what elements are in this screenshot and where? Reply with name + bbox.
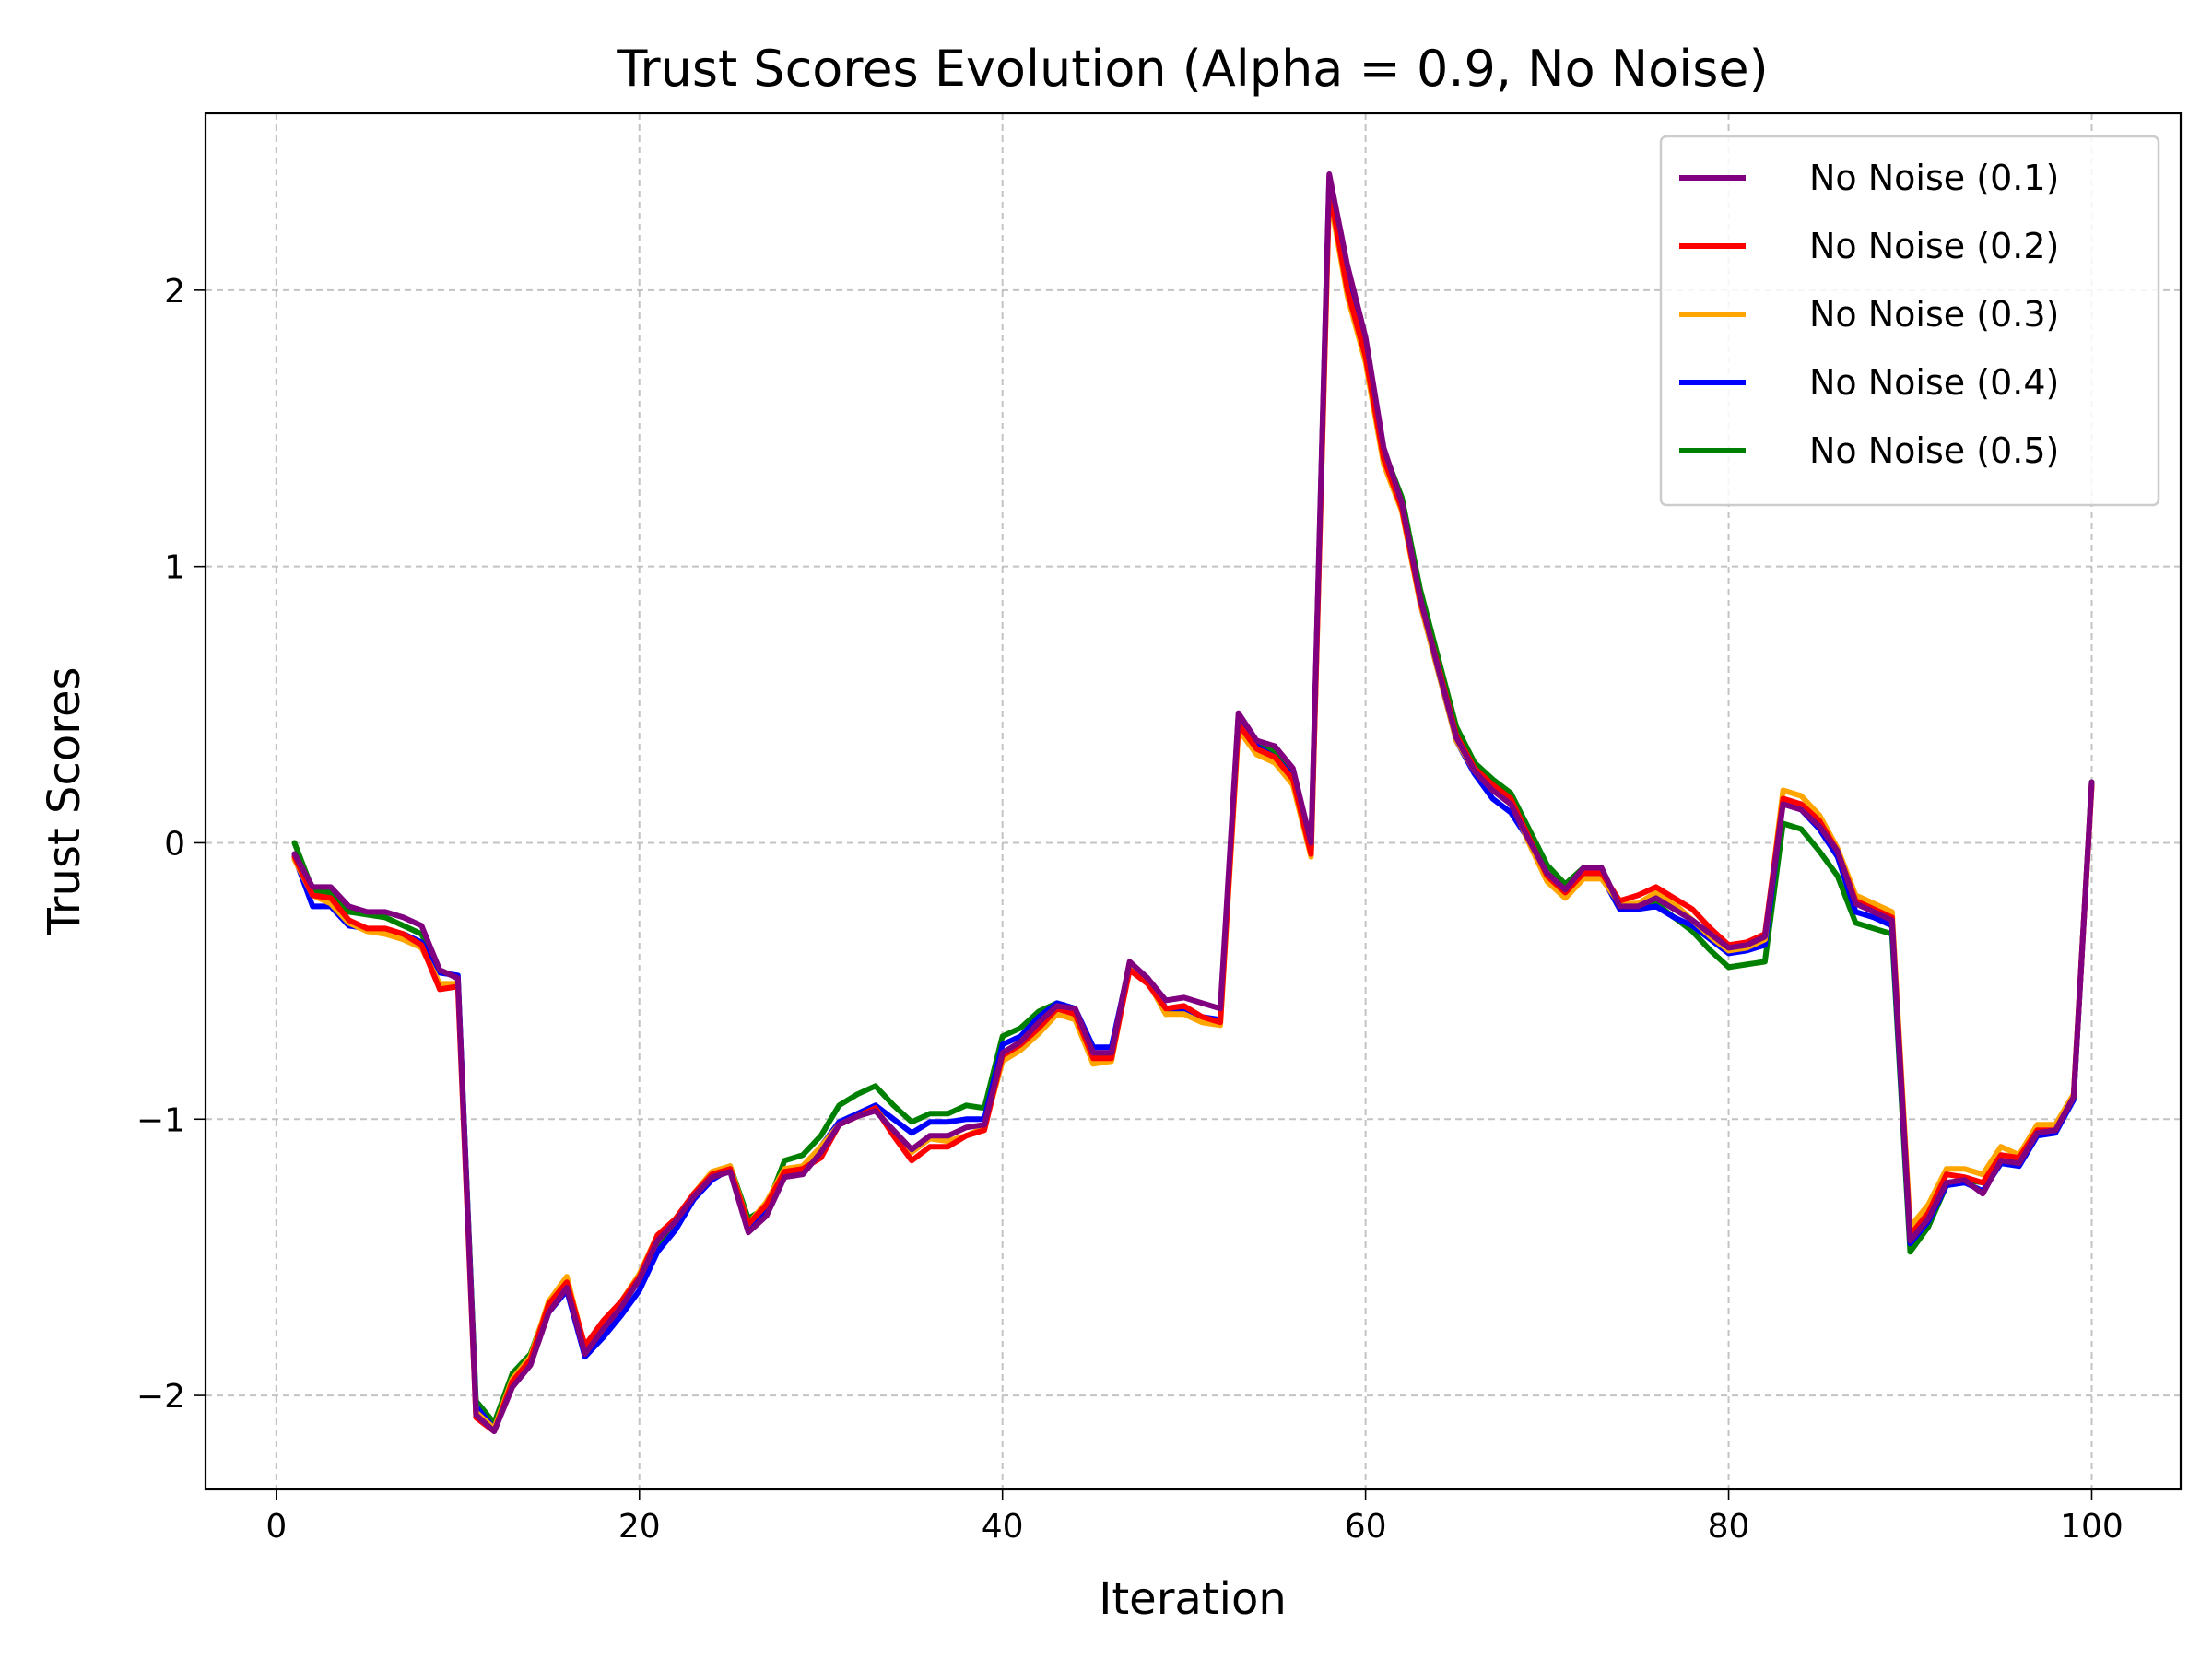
series-line-no-noise-0-1 [291,171,2095,1434]
series-lines [291,171,2095,1434]
y-axis-label: Trust Scores [39,667,90,936]
legend-label: No Noise (0.1) [1809,158,2059,198]
y-tick-label: 1 [164,549,185,587]
x-axis-label: Iteration [1099,1573,1287,1625]
x-tick-label: 60 [1345,1508,1387,1546]
legend-box [1659,135,2160,507]
x-tick-label: 20 [618,1508,661,1546]
legend-label: No Noise (0.5) [1809,430,2059,471]
legend-label: No Noise (0.2) [1809,226,2059,266]
y-tick-label: −1 [136,1101,185,1139]
y-tick-label: 2 [164,273,185,311]
plot-frame [204,112,2183,1491]
legend-label: No Noise (0.4) [1809,362,2059,403]
x-tick-label: 100 [2060,1508,2124,1546]
series-line-no-noise-0-2 [291,184,2095,1434]
x-tick-label: 0 [265,1508,287,1546]
chart-title: Trust Scores Evolution (Alpha = 0.9, No … [616,40,1768,98]
axis-ticks: 0 20 40 60 80 100 −2 −1 0 1 2 [136,273,2124,1546]
y-tick-label: 0 [164,825,185,863]
legend-label: No Noise (0.3) [1809,294,2059,335]
x-tick-label: 80 [1708,1508,1750,1546]
legend: No Noise (0.1) No Noise (0.2) No Noise (0.… [1659,135,2160,507]
x-tick-label: 40 [982,1508,1024,1546]
y-tick-label: −2 [136,1378,185,1416]
